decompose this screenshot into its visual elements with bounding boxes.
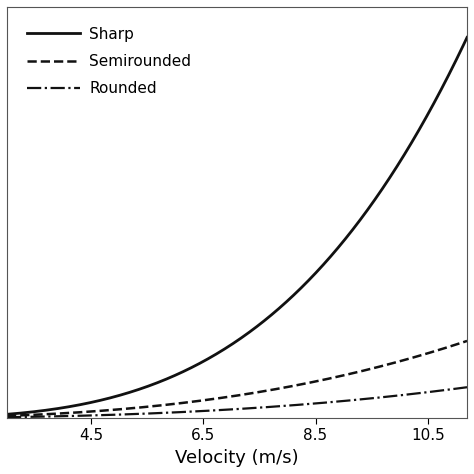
- Rounded: [381, 394, 387, 400]
- Rounded: [278, 403, 283, 409]
- Sharp: [464, 35, 470, 40]
- Semirounded: [223, 394, 228, 400]
- Sharp: [226, 344, 231, 349]
- Semirounded: [226, 394, 231, 400]
- Semirounded: [4, 413, 10, 419]
- Sharp: [453, 57, 459, 63]
- Rounded: [453, 386, 459, 392]
- X-axis label: Velocity (m/s): Velocity (m/s): [175, 449, 299, 467]
- Semirounded: [253, 390, 259, 395]
- Semirounded: [453, 342, 459, 347]
- Rounded: [253, 405, 259, 410]
- Sharp: [381, 183, 387, 189]
- Line: Semirounded: Semirounded: [7, 341, 467, 416]
- Sharp: [223, 346, 228, 351]
- Line: Rounded: Rounded: [7, 387, 467, 417]
- Semirounded: [278, 385, 283, 391]
- Legend: Sharp, Semirounded, Rounded: Sharp, Semirounded, Rounded: [15, 15, 204, 109]
- Rounded: [226, 407, 231, 412]
- Rounded: [223, 407, 228, 412]
- Line: Sharp: Sharp: [7, 37, 467, 414]
- Semirounded: [381, 363, 387, 368]
- Rounded: [4, 414, 10, 420]
- Sharp: [278, 304, 283, 310]
- Sharp: [253, 324, 259, 330]
- Semirounded: [464, 338, 470, 344]
- Rounded: [464, 384, 470, 390]
- Sharp: [4, 411, 10, 417]
